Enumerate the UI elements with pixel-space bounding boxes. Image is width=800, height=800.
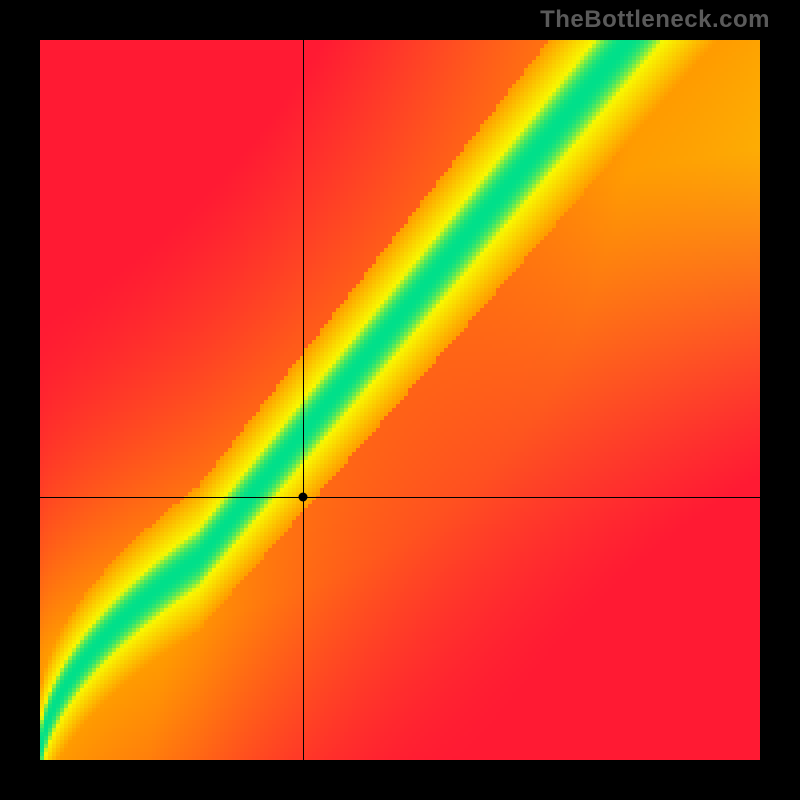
crosshair-horizontal bbox=[40, 497, 760, 498]
chart-container: TheBottleneck.com bbox=[0, 0, 800, 800]
plot-area bbox=[40, 40, 760, 760]
data-point-marker bbox=[298, 493, 307, 502]
crosshair-vertical bbox=[303, 40, 304, 760]
watermark-text: TheBottleneck.com bbox=[540, 6, 770, 34]
heatmap-canvas bbox=[40, 40, 760, 760]
